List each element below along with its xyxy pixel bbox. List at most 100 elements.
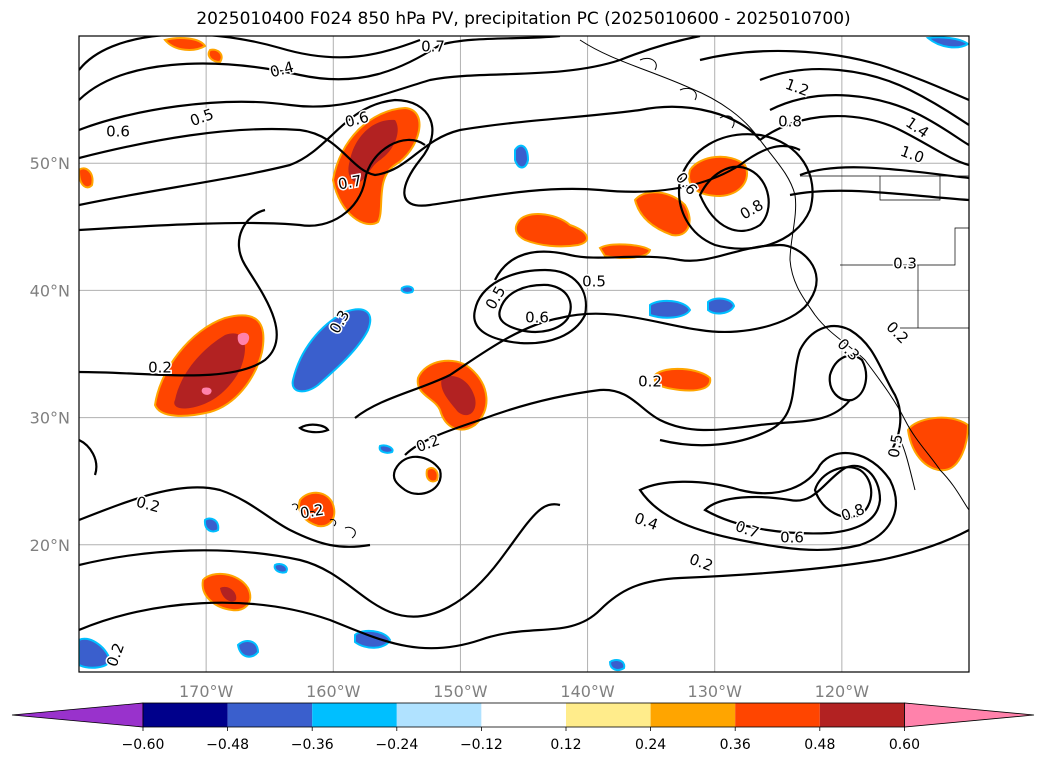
lat-tick-label: 40°N [30,281,70,300]
pv-contour [79,208,278,377]
contour-label: 0.2 [638,373,662,391]
pv-contour [638,451,897,552]
precip-positive-4 [514,213,588,248]
pv-contour [759,67,969,126]
precip-negative-4 [354,629,392,649]
pv-contour [79,486,371,548]
pv-contour [354,243,818,419]
pv-contour [759,114,969,167]
colorbar-tick-label: −0.24 [375,737,418,753]
colorbar-segment [735,703,820,727]
precip-positive-2-core [348,119,398,183]
contour-label: 0.3 [893,255,917,273]
pv-contour [789,189,969,202]
longitude-labels: 170°W 160°W 150°W 140°W 130°W 120°W [179,682,869,701]
precip-positive-1-peak [201,332,250,395]
pv-contour [769,94,969,146]
lat-tick-label: 30°N [30,409,70,428]
colorbar-tick-label: −0.48 [206,737,249,753]
borders [800,175,969,329]
colorbar: −0.60 −0.48 −0.36 −0.24 −0.12 0.12 0.24 0.36 0.4… [11,702,1035,753]
pv-contour [298,423,330,434]
precip-positive-12 [79,37,439,483]
pv-contour [392,455,442,495]
lon-tick-label: 140°W [560,682,615,701]
contour-label: 0.5 [582,273,606,291]
precip-negative-5 [79,637,112,669]
pv-contour [698,165,770,232]
pv-contour [79,438,98,476]
pv-contour [404,388,851,456]
pv-contour [473,268,588,345]
pv-contour [813,466,873,519]
precip-positive-8-core [220,586,237,602]
pv-contour [79,36,421,71]
colorbar-extend-max [904,702,1035,728]
pv-contour [703,464,882,535]
contour-label: 0.2 [148,359,172,377]
latitude-labels: 20°N 30°N 40°N 50°N [30,154,70,555]
colorbar-segment [650,703,736,727]
precip-negative-1 [291,308,372,393]
precip-positive-10 [653,367,712,392]
pv-contour [799,166,969,180]
precip-negative-6 [203,36,969,671]
colorbar-tick-label: 0.48 [804,737,835,753]
precip-negative-2 [649,299,692,319]
colorbar-segment [143,703,228,727]
pv-contour [699,49,969,102]
colorbar-segment [819,703,905,727]
precip-positive-1-core [174,333,245,409]
coastlines [291,39,969,539]
contour-label: 0.6 [525,309,549,327]
contour-label: 0.6 [106,123,130,141]
colorbar-tick-label: −0.60 [122,737,165,753]
precip-positive-7 [906,416,969,472]
lon-tick-label: 160°W [306,682,361,701]
plot-frame [78,35,970,673]
pv-contour [498,283,572,334]
contour-label: 0.4 [268,58,296,82]
pv-contour [79,36,561,101]
colorbar-tick-label: −0.36 [291,737,334,753]
pv-contour [677,133,814,250]
colorbar-segment [481,703,566,727]
contour-label: 0.2 [299,501,326,523]
lon-tick-label: 150°W [433,682,488,701]
lat-tick-label: 20°N [30,536,70,555]
colorbar-tick-label: 0.36 [720,737,751,753]
colorbar-segment [566,703,651,727]
colorbar-segment [227,703,313,727]
contour-label: 0.7 [421,38,445,56]
map-title: 2025010400 F024 850 hPa PV, precipitatio… [196,9,851,29]
colorbar-segment [312,703,397,727]
pv-contour [79,529,969,650]
pv-contour [79,105,761,177]
colorbar-tick-label: 0.24 [635,737,666,753]
colorbar-frame [142,702,905,728]
contour-label: 0.8 [778,113,802,131]
colorbar-tick-label: −0.12 [460,737,503,753]
precip-negative-3 [707,297,736,315]
pv-contour [79,98,801,207]
lon-tick-label: 130°W [688,682,743,701]
lon-tick-label: 120°W [815,682,870,701]
colorbar-extend-min [11,702,144,728]
pv-contour [79,138,426,232]
pv-contour [659,325,902,456]
precip-positive-3-core [441,376,476,416]
lat-tick-label: 50°N [30,154,70,173]
lon-tick-label: 170°W [179,682,234,701]
border-states [840,176,969,328]
precip-positive-2 [331,106,421,225]
colorbar-segment [396,703,482,727]
coastline-north-america [579,39,969,511]
pv-contour [79,503,561,618]
pv-contour [79,36,701,132]
colorbar-tick-label: 0.60 [889,737,920,753]
precip-positive-5 [633,191,691,237]
coastline-islands [639,57,916,491]
pv-contour [828,354,868,402]
pv-contours [79,36,969,650]
